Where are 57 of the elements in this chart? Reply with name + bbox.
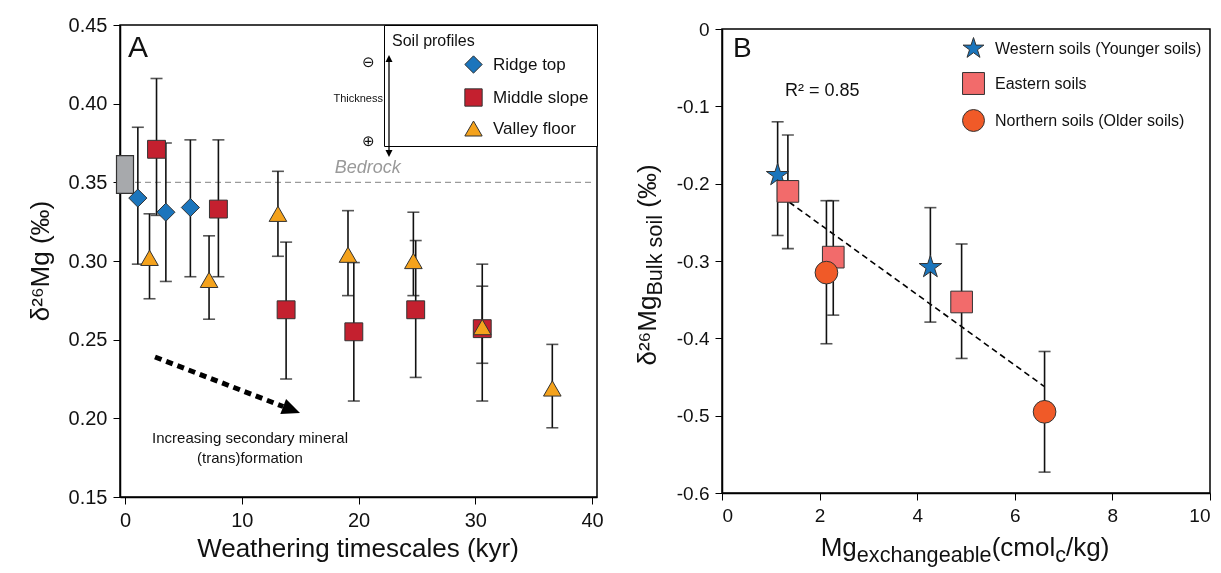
x-tick-label: 8 bbox=[1107, 504, 1119, 526]
point bbox=[180, 197, 200, 218]
annotation: R² = 0.85 bbox=[785, 80, 860, 101]
legend-label: Northern soils (Older soils) bbox=[995, 111, 1185, 129]
x-tick-label: 10 bbox=[1189, 504, 1211, 526]
point bbox=[404, 252, 423, 270]
point bbox=[276, 300, 296, 320]
y-tick-label: 0.40 bbox=[68, 92, 108, 115]
x-tick-label: 10 bbox=[231, 508, 254, 531]
point bbox=[156, 202, 176, 222]
annotation: Thickness bbox=[333, 92, 383, 104]
y-tick-label: 0.25 bbox=[68, 328, 108, 351]
x-tick-label: 0 bbox=[119, 508, 132, 531]
y-tick-label: 0.15 bbox=[68, 485, 108, 508]
annotation: Increasing secondary mineral (trans)formation bbox=[151, 428, 349, 469]
point bbox=[208, 199, 228, 219]
x-tick-label: 40 bbox=[581, 508, 604, 531]
annotation: ⊖ bbox=[362, 53, 375, 71]
point bbox=[199, 271, 219, 288]
legend-title: Soil profiles bbox=[392, 32, 475, 49]
point bbox=[344, 322, 364, 342]
point bbox=[147, 139, 166, 159]
x-tick-label: 30 bbox=[464, 508, 487, 531]
y-tick-label: -0.1 bbox=[676, 95, 710, 117]
y-tick-label: -0.3 bbox=[676, 250, 710, 272]
point bbox=[268, 205, 288, 222]
legend-label: Ridge top bbox=[493, 54, 566, 74]
point bbox=[128, 188, 148, 208]
y-axis-title: δ²⁶Mg (‰) bbox=[24, 200, 56, 322]
point bbox=[338, 246, 358, 263]
point bbox=[140, 249, 159, 266]
legend-label: Middle slope bbox=[493, 87, 589, 107]
x-axis-title: Mg$_{exchangeable}$(cmol$_{c}$/kg) bbox=[820, 531, 1110, 569]
annotation: B bbox=[733, 32, 752, 64]
y-tick-label: 0 bbox=[698, 18, 710, 40]
y-tick-label: 0.30 bbox=[68, 249, 108, 272]
point bbox=[406, 300, 426, 320]
legend-label: Eastern soils bbox=[995, 74, 1087, 92]
x-tick-label: 4 bbox=[912, 504, 924, 526]
legend-label: Western soils (Younger soils) bbox=[995, 39, 1202, 57]
y-tick-label: -0.5 bbox=[676, 405, 710, 427]
y-tick-label: 0.45 bbox=[68, 13, 108, 36]
annotation: A bbox=[128, 30, 149, 64]
y-tick-label: -0.6 bbox=[676, 482, 710, 504]
legend-label: Valley floor bbox=[493, 118, 577, 138]
x-tick-label: 20 bbox=[347, 508, 371, 531]
x-tick-label: 2 bbox=[814, 504, 826, 526]
ref-line-label: Bedrock bbox=[334, 157, 402, 178]
y-tick-label: -0.2 bbox=[676, 173, 710, 195]
point bbox=[543, 380, 562, 397]
y-tick-label: 0.35 bbox=[68, 170, 108, 193]
y-tick-label: -0.4 bbox=[676, 327, 710, 349]
y-tick-label: 0.20 bbox=[68, 406, 108, 429]
x-tick-label: 0 bbox=[722, 504, 734, 526]
annotation: ⊕ bbox=[362, 132, 375, 150]
x-axis-title: Weathering timescales (kyr) bbox=[197, 532, 519, 564]
x-tick-label: 6 bbox=[1010, 504, 1021, 526]
